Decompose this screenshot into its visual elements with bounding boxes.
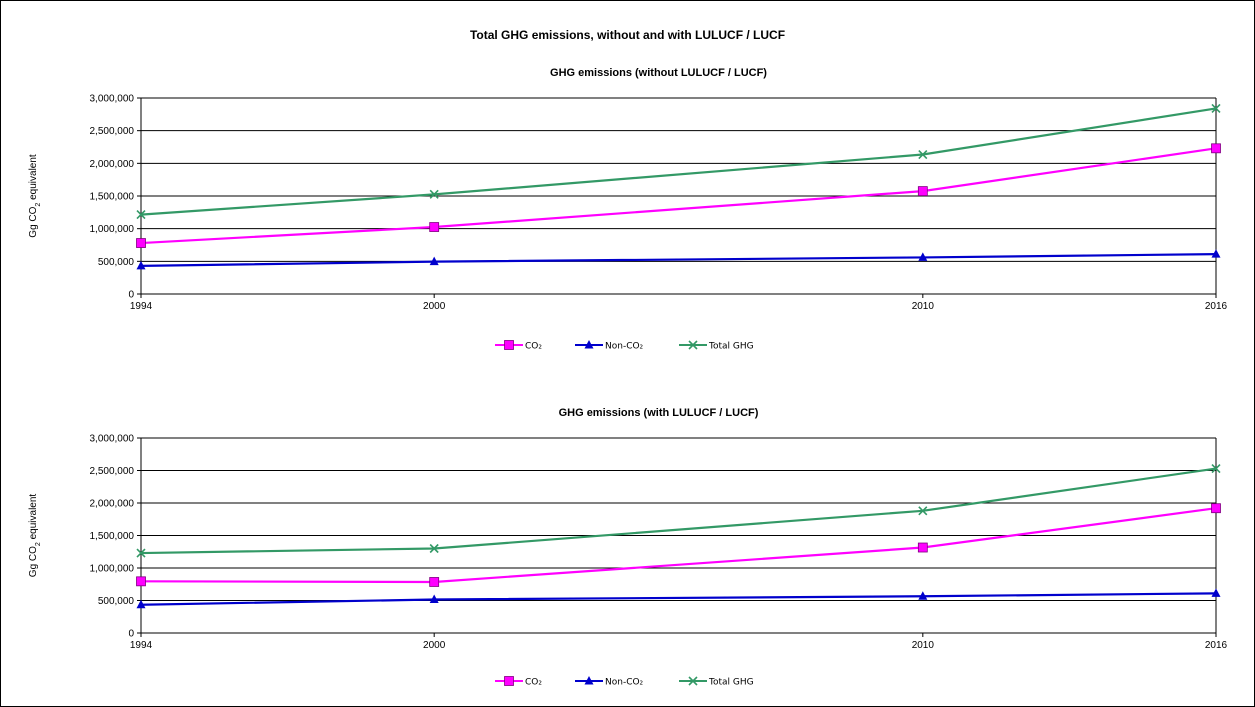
chart-title: GHG emissions (with LULUCF / LUCF) (559, 407, 759, 419)
legend-label: Non-CO₂ (605, 342, 644, 352)
y-tick-label: 2,500,000 (90, 126, 135, 137)
y-tick-label: 3,000,000 (90, 434, 135, 445)
x-tick-label: 2016 (1205, 301, 1228, 312)
data-point (1211, 588, 1221, 597)
y-tick-label: 2,000,000 (90, 499, 135, 510)
y-tick-label: 500,000 (98, 596, 135, 607)
y-tick-label: 1,000,000 (90, 564, 135, 575)
y-tick-label: 3,000,000 (90, 94, 135, 105)
series-line-3 (140, 107, 1217, 216)
data-point (1211, 249, 1221, 258)
series-line-3 (140, 467, 1217, 555)
series-line-2 (140, 592, 1217, 606)
y-tick-label: 1,000,000 (90, 224, 135, 235)
x-tick-label: 1994 (130, 640, 153, 651)
legend-item: Total GHG (679, 340, 754, 352)
data-point (136, 238, 146, 248)
data-point (429, 543, 439, 554)
x-tick-label: 1994 (130, 301, 153, 312)
y-tick-label: 1,500,000 (90, 192, 135, 203)
data-point (918, 591, 928, 600)
y-tick-label: 2,000,000 (90, 159, 135, 170)
y-axis-label: Gg CO2 equivalent (28, 494, 42, 578)
chart-2: GHG emissions (with LULUCF / LUCF) 0 500,0… (28, 407, 1228, 688)
data-point (1211, 503, 1221, 514)
y-tick-label: 1,500,000 (90, 531, 135, 542)
y-tick-label: 2,500,000 (90, 466, 135, 477)
legend-label: Non-CO₂ (605, 678, 644, 688)
data-point (1211, 463, 1221, 474)
chart-title: GHG emissions (without LULUCF / LUCF) (550, 67, 767, 79)
x-tick-label: 2000 (423, 301, 446, 312)
data-point (918, 149, 928, 160)
data-point (917, 186, 928, 197)
data-point (429, 256, 439, 266)
legend-label: Total GHG (708, 342, 754, 352)
series-line-1 (140, 147, 1217, 245)
data-point (917, 542, 928, 553)
data-point (429, 594, 439, 604)
legend-marker (688, 676, 698, 686)
legend-marker (504, 676, 514, 686)
data-point (918, 252, 928, 261)
data-point (136, 599, 146, 609)
data-point (918, 506, 928, 516)
legend-marker (688, 340, 698, 350)
x-tick-label: 2000 (423, 640, 446, 651)
legend-item: CO₂ (495, 340, 542, 352)
legend-marker (584, 340, 594, 349)
x-tick-label: 2010 (912, 301, 935, 312)
x-tick-label: 2010 (912, 640, 935, 651)
data-point (429, 577, 440, 587)
legend-item: Non-CO₂ (575, 676, 644, 688)
data-point (1211, 143, 1221, 154)
y-axis-label: Gg CO2 equivalent (28, 154, 42, 238)
data-point (429, 189, 439, 199)
series-line-2 (140, 253, 1217, 268)
main-title: Total GHG emissions, without and with LU… (469, 28, 786, 42)
data-point (136, 548, 146, 558)
y-tick-label: 500,000 (98, 257, 135, 268)
data-point (429, 222, 440, 232)
data-point (136, 576, 146, 587)
series-line-1 (140, 507, 1217, 584)
legend-label: Total GHG (708, 678, 754, 688)
legend-item: CO₂ (495, 676, 542, 688)
y-tick-label: 0 (128, 629, 134, 640)
data-point (136, 210, 146, 220)
data-point (136, 260, 146, 270)
data-point (1211, 103, 1221, 114)
legend-label: CO₂ (525, 678, 542, 688)
x-tick-label: 2016 (1205, 640, 1228, 651)
legend-item: Total GHG (679, 676, 754, 688)
legend-label: CO₂ (525, 342, 542, 352)
legend-item: Non-CO₂ (575, 340, 644, 352)
y-tick-label: 0 (128, 290, 134, 301)
chart-1: GHG emissions (without LULUCF / LUCF) 0 50… (28, 67, 1228, 352)
legend-marker (504, 340, 514, 350)
legend-marker (584, 676, 594, 685)
